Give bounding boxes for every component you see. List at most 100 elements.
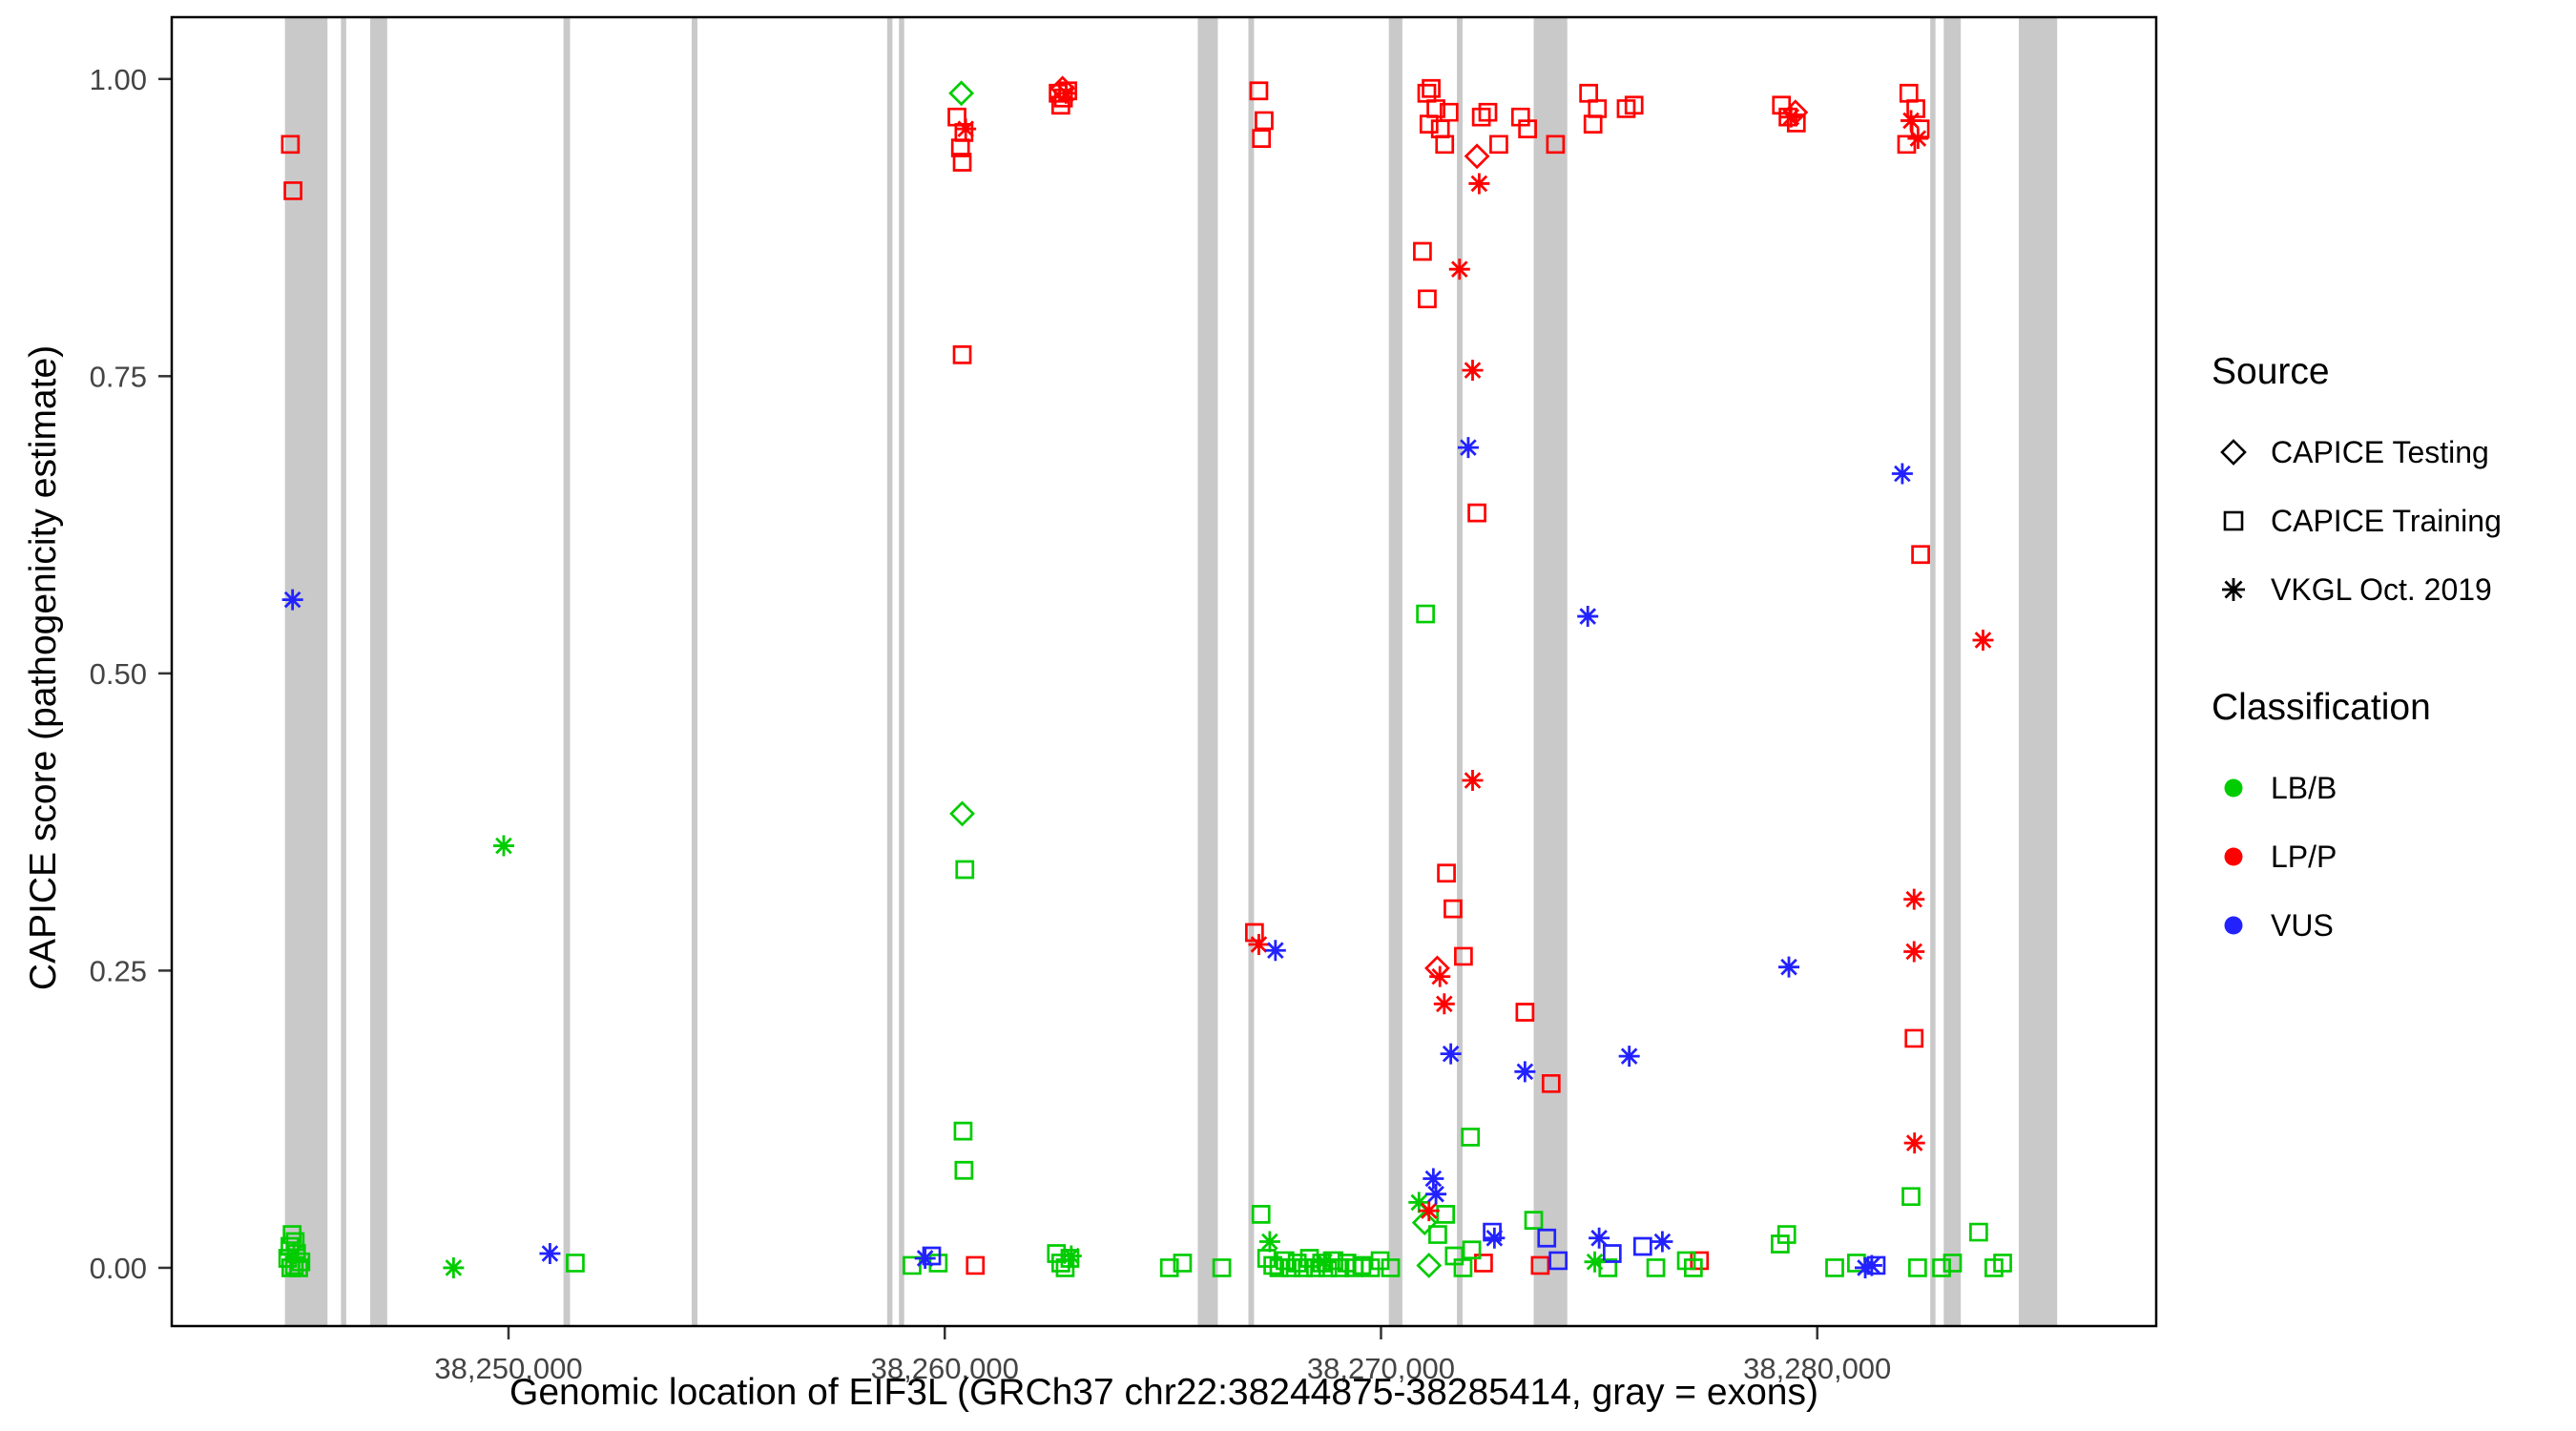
data-point — [1439, 102, 1459, 122]
data-point — [966, 1255, 986, 1275]
legend-item-label: LB/B — [2271, 770, 2337, 805]
data-point — [492, 835, 514, 857]
data-point — [1518, 119, 1537, 138]
data-point — [1471, 107, 1491, 127]
data-point — [1264, 940, 1286, 962]
data-point — [1249, 81, 1269, 101]
data-point — [1437, 863, 1456, 883]
data-point — [1993, 1254, 2012, 1273]
data-point — [1462, 360, 1484, 382]
data-point — [1474, 1254, 1493, 1273]
data-point — [1652, 1231, 1673, 1253]
data-point — [1676, 1251, 1696, 1271]
data-point — [1055, 82, 1077, 104]
data-point — [1352, 1255, 1372, 1275]
data-point — [1906, 99, 1925, 118]
y-tick-label: 0.50 — [90, 657, 147, 691]
data-point — [1248, 933, 1270, 955]
data-point — [1903, 1132, 1925, 1154]
data-point — [1413, 241, 1432, 261]
data-point — [286, 1244, 306, 1263]
data-point — [1467, 503, 1486, 523]
data-point — [1546, 135, 1566, 155]
exon-band — [341, 17, 346, 1326]
legend-item-label: LP/P — [2271, 839, 2337, 874]
data-point — [1899, 83, 1919, 103]
data-point — [1416, 1253, 1443, 1278]
data-point — [1772, 95, 1792, 115]
data-point — [1299, 1249, 1319, 1268]
data-point — [1440, 1043, 1462, 1065]
legend-item-label: CAPICE Training — [2271, 503, 2502, 538]
data-point — [1904, 1028, 1924, 1048]
data-point — [1436, 1205, 1455, 1224]
scatter-plot: 38,250,000 38,260,000 38,270,000 38,280,000… — [90, 15, 2158, 1385]
data-point — [1453, 1258, 1473, 1277]
data-point — [1464, 143, 1490, 170]
data-point — [1969, 1222, 1988, 1242]
data-point — [1860, 1255, 1882, 1276]
data-point — [1408, 1192, 1430, 1213]
data-point — [566, 1254, 585, 1273]
data-point — [1457, 437, 1479, 459]
data-point — [1423, 1168, 1444, 1190]
data-point — [1901, 1187, 1921, 1207]
x-tick-label: 38,260,000 — [871, 1352, 1019, 1385]
x-axis-title: Genomic location of EIF3L (GRCh37 chr22:… — [509, 1372, 1818, 1413]
data-point — [1287, 1254, 1307, 1273]
x-tick-label: 38,270,000 — [1307, 1352, 1455, 1385]
legend-item-vus: VUS — [2212, 891, 2574, 960]
asterisk-icon — [2222, 578, 2245, 601]
data-point — [948, 80, 975, 107]
data-point — [952, 345, 972, 364]
exon-band — [1457, 17, 1463, 1326]
data-point — [1422, 78, 1441, 98]
data-point — [1489, 135, 1508, 155]
data-point — [1602, 1244, 1622, 1263]
data-point — [1891, 463, 1913, 485]
data-point — [1263, 1255, 1282, 1275]
legend-source-section: Source CAPICE Testing CAPICE Training VK… — [2212, 351, 2574, 624]
legend-item-label: CAPICE Testing — [2271, 434, 2489, 469]
lpp-dot-icon — [2224, 847, 2243, 866]
data-point — [1416, 604, 1435, 624]
data-point — [1212, 1258, 1232, 1277]
legend-item-lpp: LP/P — [2212, 822, 2574, 891]
data-point — [283, 1242, 305, 1264]
x-tick-label: 38,280,000 — [1743, 1352, 1891, 1385]
data-point — [1314, 1251, 1336, 1273]
data-point — [1444, 1246, 1465, 1266]
data-point — [1690, 1251, 1710, 1271]
data-point — [1776, 1225, 1797, 1244]
data-point — [1444, 899, 1463, 919]
exon-band — [886, 17, 893, 1326]
data-point — [1903, 941, 1925, 963]
data-point — [1588, 99, 1608, 118]
data-point — [1598, 1258, 1618, 1277]
data-point — [1515, 1003, 1535, 1022]
legend-item-lbb: LB/B — [2212, 754, 2574, 822]
data-point — [1468, 173, 1490, 195]
data-point — [1428, 1225, 1447, 1244]
data-point — [1530, 1255, 1550, 1275]
diamond-icon — [2220, 439, 2247, 466]
data-point — [282, 1225, 302, 1244]
data-point — [1541, 1073, 1561, 1093]
data-point — [1418, 1200, 1440, 1222]
data-point — [1584, 1251, 1606, 1273]
data-point — [1294, 1258, 1313, 1277]
data-point — [1618, 1046, 1640, 1068]
data-point — [1684, 1258, 1703, 1277]
legend-item-capice-testing: CAPICE Testing — [2212, 418, 2574, 487]
data-point — [1370, 1251, 1390, 1271]
exon-band — [370, 17, 387, 1326]
data-point — [1942, 1254, 1963, 1273]
vus-dot-icon — [2224, 916, 2243, 935]
data-point — [1786, 114, 1806, 133]
data-point — [1258, 1231, 1280, 1253]
data-point — [1433, 993, 1455, 1015]
data-point — [1483, 1222, 1502, 1242]
data-point — [1510, 107, 1530, 127]
data-point — [1426, 99, 1445, 118]
data-point — [539, 1242, 561, 1264]
